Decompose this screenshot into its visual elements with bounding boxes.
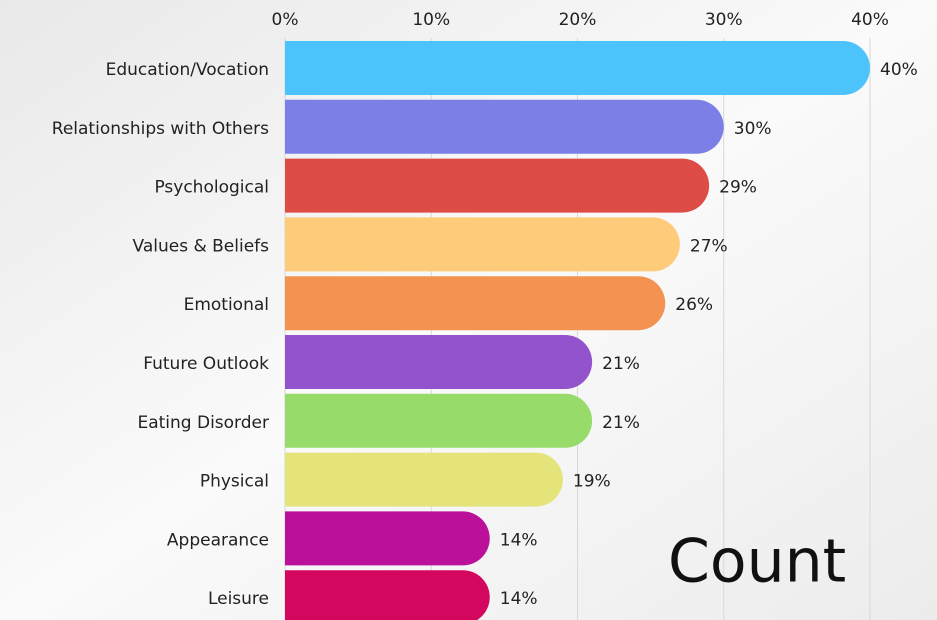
y-tick-label: Appearance <box>167 530 269 550</box>
bar <box>285 453 563 507</box>
y-tick-label: Psychological <box>154 178 269 198</box>
value-label: 21% <box>602 354 640 374</box>
y-tick-label: Education/Vocation <box>106 60 269 80</box>
bar <box>285 570 490 620</box>
value-label: 14% <box>500 530 538 550</box>
bar <box>285 335 592 389</box>
bar <box>285 276 665 330</box>
value-label: 26% <box>675 295 713 315</box>
value-label: 19% <box>573 472 611 492</box>
value-label: 27% <box>690 236 728 256</box>
value-label: 40% <box>880 60 918 80</box>
y-tick-label: Future Outlook <box>143 354 269 374</box>
y-tick-label: Leisure <box>208 589 269 609</box>
x-tick-label: 30% <box>705 10 743 30</box>
value-label: 14% <box>500 589 538 609</box>
page: Count 0% 10% 20% 30% 40% 40% Education/Vocatio… <box>0 0 937 620</box>
y-tick-label: Values & Beliefs <box>133 236 270 256</box>
y-tick-label: Emotional <box>184 295 269 315</box>
value-label: 30% <box>734 119 772 139</box>
annotation: Count <box>668 527 846 597</box>
x-tick-label: 0% <box>272 10 299 30</box>
bar <box>285 394 592 448</box>
x-tick-label: 20% <box>559 10 597 30</box>
y-tick-label: Physical <box>200 472 269 492</box>
bar <box>285 511 490 565</box>
x-tick-label: 10% <box>412 10 450 30</box>
y-tick-label: Relationships with Others <box>52 119 269 139</box>
value-label: 21% <box>602 413 640 433</box>
y-tick-label: Eating Disorder <box>137 413 269 433</box>
bar <box>285 100 724 154</box>
bar <box>285 159 709 213</box>
chart: Count 0% 10% 20% 30% 40% 40% Education/Vocatio… <box>0 0 937 620</box>
x-tick-label: 40% <box>851 10 889 30</box>
value-label: 29% <box>719 178 757 198</box>
bar <box>285 217 680 271</box>
bar <box>285 41 870 95</box>
